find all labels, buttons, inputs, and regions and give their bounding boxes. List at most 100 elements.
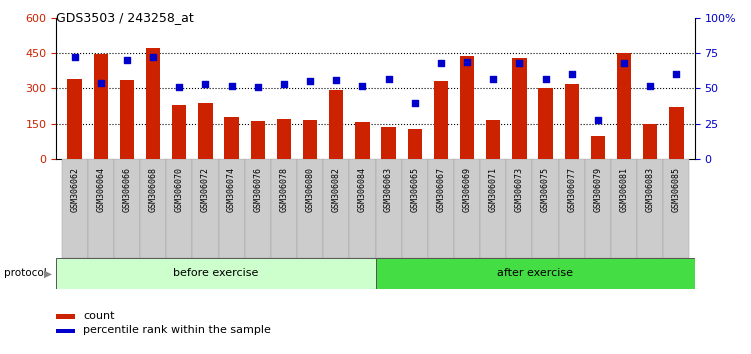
Point: [121, 57, 133, 63]
Point: [435, 60, 447, 66]
FancyBboxPatch shape: [637, 159, 663, 258]
Text: percentile rank within the sample: percentile rank within the sample: [83, 325, 271, 335]
Text: GSM306080: GSM306080: [306, 167, 315, 212]
FancyBboxPatch shape: [114, 159, 140, 258]
Bar: [146, 48, 160, 159]
Point: [95, 80, 107, 86]
Bar: [225, 117, 239, 159]
Point: [618, 60, 630, 66]
Text: after exercise: after exercise: [497, 268, 573, 279]
Bar: [591, 136, 605, 159]
Text: GSM306074: GSM306074: [227, 167, 236, 212]
Bar: [617, 53, 632, 159]
FancyBboxPatch shape: [62, 159, 88, 258]
Text: GSM306082: GSM306082: [332, 167, 341, 212]
Text: GSM306085: GSM306085: [672, 167, 681, 212]
Text: GSM306067: GSM306067: [436, 167, 445, 212]
FancyBboxPatch shape: [245, 159, 271, 258]
Point: [278, 81, 290, 87]
Text: GSM306076: GSM306076: [253, 167, 262, 212]
FancyBboxPatch shape: [506, 159, 532, 258]
FancyBboxPatch shape: [611, 159, 637, 258]
Bar: [538, 88, 553, 159]
FancyBboxPatch shape: [271, 159, 297, 258]
Text: GSM306075: GSM306075: [541, 167, 550, 212]
Text: ▶: ▶: [44, 268, 52, 279]
Bar: [408, 129, 422, 159]
Text: GSM306077: GSM306077: [567, 167, 576, 212]
FancyBboxPatch shape: [532, 159, 559, 258]
FancyBboxPatch shape: [428, 159, 454, 258]
Text: GSM306073: GSM306073: [515, 167, 524, 212]
FancyBboxPatch shape: [454, 159, 480, 258]
FancyBboxPatch shape: [663, 159, 689, 258]
FancyBboxPatch shape: [166, 159, 192, 258]
FancyBboxPatch shape: [323, 159, 349, 258]
Text: GSM306072: GSM306072: [201, 167, 210, 212]
Text: GSM306063: GSM306063: [384, 167, 393, 212]
Point: [147, 55, 159, 60]
FancyBboxPatch shape: [376, 159, 402, 258]
FancyBboxPatch shape: [480, 159, 506, 258]
Text: protocol: protocol: [4, 268, 47, 279]
Point: [382, 76, 394, 81]
Text: GSM306079: GSM306079: [593, 167, 602, 212]
Point: [592, 117, 604, 122]
Bar: [329, 90, 343, 159]
Bar: [94, 54, 108, 159]
Point: [252, 84, 264, 90]
Point: [539, 76, 551, 81]
Bar: [355, 122, 369, 159]
Bar: [565, 84, 579, 159]
Bar: [512, 58, 526, 159]
Bar: [251, 121, 265, 159]
Point: [225, 83, 237, 88]
Text: GSM306070: GSM306070: [175, 167, 184, 212]
FancyBboxPatch shape: [297, 159, 323, 258]
Text: before exercise: before exercise: [173, 268, 258, 279]
Bar: [460, 56, 475, 159]
Point: [173, 84, 185, 90]
FancyBboxPatch shape: [585, 159, 611, 258]
FancyBboxPatch shape: [559, 159, 585, 258]
Bar: [172, 105, 186, 159]
Text: GSM306066: GSM306066: [122, 167, 131, 212]
Text: GSM306062: GSM306062: [70, 167, 79, 212]
Point: [357, 83, 369, 88]
FancyBboxPatch shape: [219, 159, 245, 258]
Bar: [669, 107, 683, 159]
Text: GDS3503 / 243258_at: GDS3503 / 243258_at: [56, 11, 194, 24]
Bar: [68, 79, 82, 159]
Point: [671, 72, 683, 77]
Text: GSM306068: GSM306068: [149, 167, 158, 212]
Bar: [303, 120, 317, 159]
Text: GSM306071: GSM306071: [489, 167, 498, 212]
Point: [514, 60, 526, 66]
Text: count: count: [83, 311, 114, 321]
Bar: [276, 119, 291, 159]
Point: [200, 81, 212, 87]
Point: [409, 100, 421, 105]
Bar: [198, 103, 213, 159]
Bar: [643, 124, 657, 159]
Point: [487, 76, 499, 81]
Text: GSM306065: GSM306065: [410, 167, 419, 212]
Bar: [486, 120, 500, 159]
FancyBboxPatch shape: [376, 258, 695, 289]
Text: GSM306069: GSM306069: [463, 167, 472, 212]
Bar: [382, 127, 396, 159]
Bar: [119, 80, 134, 159]
Bar: [434, 81, 448, 159]
FancyBboxPatch shape: [402, 159, 428, 258]
FancyBboxPatch shape: [349, 159, 376, 258]
Point: [644, 83, 656, 88]
Point: [566, 72, 578, 77]
Point: [330, 77, 342, 83]
Point: [68, 55, 80, 60]
Text: GSM306078: GSM306078: [279, 167, 288, 212]
Text: GSM306081: GSM306081: [620, 167, 629, 212]
FancyBboxPatch shape: [56, 258, 376, 289]
FancyBboxPatch shape: [88, 159, 114, 258]
Text: GSM306064: GSM306064: [96, 167, 105, 212]
FancyBboxPatch shape: [192, 159, 219, 258]
